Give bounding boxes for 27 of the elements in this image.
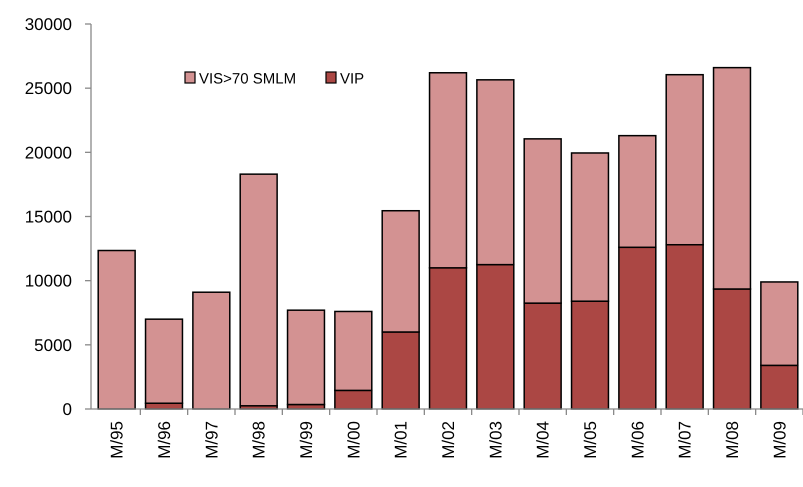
x-tick-label: M/07	[676, 421, 695, 459]
x-tick-label: M/99	[296, 421, 316, 459]
y-tick-label: 25000	[24, 79, 72, 98]
bar	[192, 291, 231, 410]
x-tick-label: M/97	[202, 421, 222, 459]
x-tick-label: M/02	[438, 421, 458, 459]
y-tick-label: 20000	[24, 143, 72, 162]
x-tick-label: M/03	[486, 421, 506, 459]
y-tick-label: 0	[62, 400, 72, 419]
x-tick-label: M/05	[580, 421, 600, 459]
y-tick-label: 10000	[24, 272, 72, 291]
bar	[97, 250, 136, 410]
x-tick-label: M/98	[250, 421, 269, 459]
x-tick-label: M/01	[392, 421, 411, 459]
x-tick-label: M/95	[108, 421, 127, 459]
legend-label: VIS>70 SMLM	[199, 70, 296, 88]
bar	[239, 173, 278, 407]
y-tick-label: 5000	[34, 336, 72, 355]
x-tick-label: M/00	[344, 421, 364, 459]
x-tick-label: M/06	[628, 421, 648, 459]
y-tick-label: 15000	[24, 207, 72, 226]
x-tick-label: M/96	[154, 421, 174, 459]
legend-label: VIP	[340, 70, 364, 88]
x-tick-label: M/04	[534, 421, 553, 459]
x-tick-label: M/09	[770, 421, 790, 459]
x-tick-label: M/08	[722, 421, 742, 459]
y-tick-label: 30000	[24, 14, 72, 34]
